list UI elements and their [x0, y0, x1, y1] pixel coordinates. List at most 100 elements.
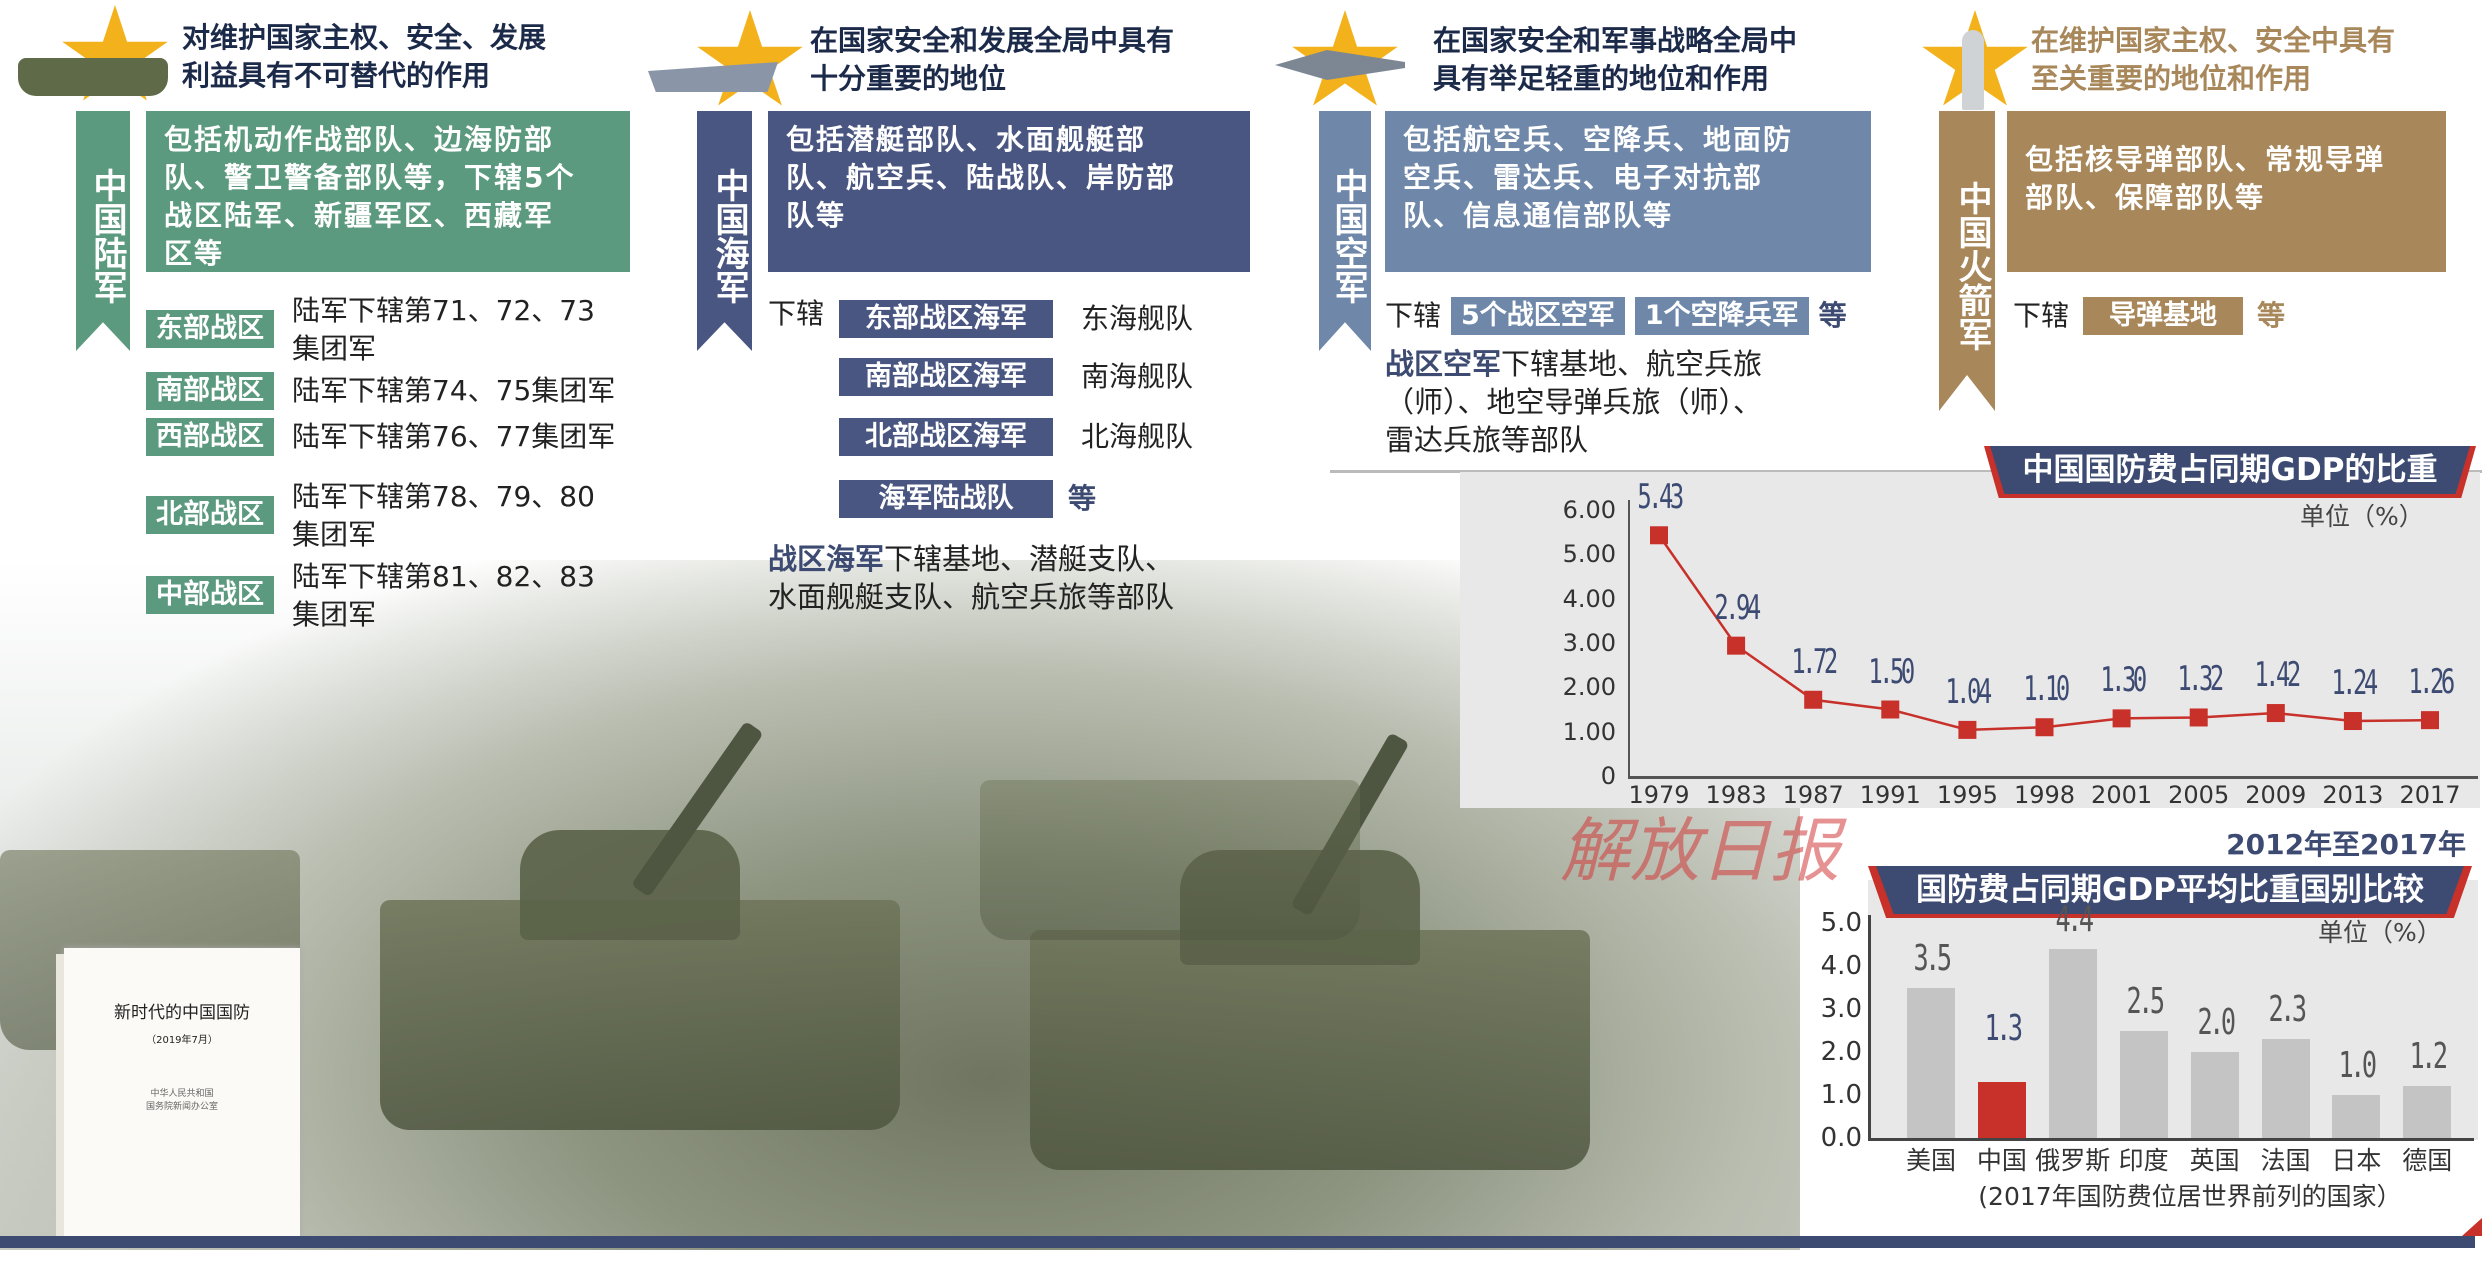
army-ribbon-label: 中国陆军 — [76, 111, 130, 351]
x-tick-label: 2009 — [2245, 781, 2307, 809]
district-desc: 陆军下辖第71、72、73 集团军 — [292, 292, 595, 368]
airforce-bottom-text: 雷达兵旅等部队 — [1385, 423, 1589, 457]
x-tick-label: 英国 — [2189, 1146, 2240, 1175]
data-label: 1.72 — [1791, 641, 1839, 682]
bar-chart-subtitle: 2012年至2017年 — [2226, 828, 2466, 861]
bar-chart-unit: 单位（%） — [2318, 918, 2442, 947]
rocket-title: 至关重要的地位和作用 — [2031, 62, 2312, 95]
district-label: 东部战区 — [146, 310, 274, 348]
y-tick-label: 2.0 — [1820, 1037, 1862, 1067]
district-desc-line: 集团军 — [292, 518, 377, 551]
airforce-ribbon-label: 中国空军 — [1319, 111, 1371, 351]
fleet-desc: 北海舰队 — [1081, 420, 1194, 453]
data-label: 1.04 — [1945, 671, 1993, 712]
warship-icon — [648, 62, 778, 92]
district-label: 南部战区 — [146, 372, 274, 410]
navy-bottom-text: 水面舰艇支队、航空兵旅等部队 — [768, 580, 1175, 614]
district-desc-line: 集团军 — [292, 332, 377, 365]
x-tick-label: 2001 — [2091, 781, 2153, 809]
airforce-desc-line: 空兵、雷达兵、电子对抗部 — [1403, 161, 1764, 194]
army-desc-line: 队、警卫警备部队等，下辖5个 — [164, 161, 576, 194]
bar — [2048, 948, 2097, 1138]
airforce-tag: 1个空降兵军 — [1634, 297, 1809, 335]
army-description-box: 包括机动作战部队、边海防部 队、警卫警备部队等，下辖5个 战区陆军、新疆军区、西藏军… — [146, 111, 630, 272]
navy-desc-line: 包括潜艇部队、水面舰艇部 — [786, 123, 1147, 156]
data-label: 1.2 — [2409, 1036, 2449, 1078]
tank-image — [980, 780, 1360, 940]
rocket-description-box: 包括核导弹部队、常规导弹 部队、保障部队等 — [2007, 111, 2446, 272]
y-tick-label: 4.00 — [1562, 584, 1616, 613]
district-desc-line: 集团军 — [292, 598, 377, 631]
airforce-bottom-text: （师）、地空导弹兵旅（师）、 — [1385, 385, 1763, 419]
y-tick-label: 3.0 — [1820, 994, 1862, 1024]
army-desc-line: 战区陆军、新疆军区、西藏军 — [164, 199, 555, 232]
tank-image — [1030, 930, 1590, 1170]
x-tick-label: 1987 — [1782, 781, 1844, 809]
book-date: （2019年7月） — [146, 1035, 218, 1046]
rocket-tag: 导弹基地 — [2083, 297, 2244, 335]
navy-desc-line: 队、航空兵、陆战队、岸防部 — [786, 161, 1177, 194]
y-tick-label: 0 — [1600, 762, 1616, 790]
x-tick-label: 中国 — [1976, 1146, 2027, 1175]
y-tick-label: 4.0 — [1820, 951, 1862, 981]
data-label: 1.26 — [2408, 662, 2455, 703]
army-title: 对维护国家主权、安全、发展 — [182, 21, 547, 54]
district-desc: 陆军下辖第76、77集团军 — [292, 418, 615, 456]
rocket-ribbon-label: 中国火箭军 — [1939, 111, 1995, 411]
district-label: 西部战区 — [146, 418, 274, 456]
bar — [1907, 987, 1955, 1138]
airforce-desc-line: 队、信息通信部队等 — [1403, 199, 1674, 232]
tank-icon — [18, 58, 168, 96]
rocket-desc-line: 部队、保障部队等 — [2025, 181, 2266, 214]
y-tick-label: 1.00 — [1562, 717, 1616, 746]
navy-bottom-text: 下辖基地、潜艇支队、 — [884, 542, 1175, 576]
x-tick-label: 法国 — [2260, 1146, 2311, 1175]
fleet-desc: 等 — [1068, 482, 1097, 515]
data-label: 1.24 — [2331, 663, 2378, 704]
x-tick-label: 1983 — [1705, 781, 1767, 809]
district-desc-line: 陆军下辖第74、75集团军 — [292, 374, 616, 407]
data-label: 2.94 — [1714, 587, 1761, 628]
airforce-bottom-text: 下辖基地、航空兵旅 — [1501, 347, 1763, 381]
y-tick-label: 2.00 — [1562, 673, 1616, 702]
navy-desc-line: 队等 — [786, 199, 847, 232]
fleet-label: 南部战区海军 — [839, 358, 1053, 396]
army-desc-line: 包括机动作战部队、边海防部 — [164, 123, 555, 156]
rocket-desc-line: 包括核导弹部队、常规导弹 — [2025, 143, 2386, 176]
navy-description-box: 包括潜艇部队、水面舰艇部 队、航空兵、陆战队、岸防部 队等 — [768, 111, 1250, 272]
white-paper-book: 新时代的中国国防 （2019年7月） 中华人民共和国 国务院新闻办公室 — [64, 948, 300, 1238]
airforce-title: 具有举足轻重的地位和作用 — [1433, 62, 1770, 95]
navy-title: 十分重要的地位 — [810, 62, 1007, 95]
army-title: 利益具有不可替代的作用 — [182, 59, 491, 92]
data-label: 5.43 — [1637, 477, 1684, 518]
data-label: 1.50 — [1868, 651, 1916, 692]
district-label: 中部战区 — [146, 576, 274, 614]
corner-accent — [2462, 1218, 2482, 1236]
x-tick-label: 德国 — [2402, 1146, 2453, 1175]
airforce-title: 在国家安全和军事战略全局中 — [1433, 24, 1798, 57]
book-title: 新时代的中国国防 — [114, 1003, 250, 1023]
district-desc: 陆军下辖第81、82、83 集团军 — [292, 558, 595, 634]
data-label: 2.5 — [2126, 980, 2165, 1022]
bar — [2190, 1052, 2239, 1138]
navy-ribbon-label: 中国海军 — [697, 111, 752, 351]
y-tick-label: 5.0 — [1820, 908, 1862, 938]
bar-chart-xlabel: (2017年国防费位居世界前列的国家） — [1978, 1182, 2402, 1211]
district-desc-line: 陆军下辖第81、82、83 — [292, 560, 595, 593]
y-tick-label: 0.0 — [1820, 1123, 1862, 1153]
district-desc-line: 陆军下辖第71、72、73 — [292, 294, 595, 327]
fleet-label: 海军陆战队 — [839, 480, 1053, 518]
x-axis — [1868, 1138, 2474, 1141]
tank-turret — [520, 830, 740, 940]
watermark-logo: 解放日报 — [1560, 810, 1840, 892]
data-label: 2.3 — [2267, 989, 2307, 1031]
airforce-etc: 等 — [1818, 299, 1847, 332]
data-label: 1.32 — [2177, 659, 2224, 700]
data-label: 1.42 — [2254, 655, 2301, 696]
data-label: 2.0 — [2197, 1002, 2236, 1043]
army-desc-line: 区等 — [164, 237, 225, 270]
y-axis — [1868, 915, 1871, 1140]
data-label: 4.4 — [2055, 898, 2094, 940]
district-desc: 陆军下辖第74、75集团军 — [292, 372, 615, 410]
bar — [2119, 1030, 2168, 1138]
